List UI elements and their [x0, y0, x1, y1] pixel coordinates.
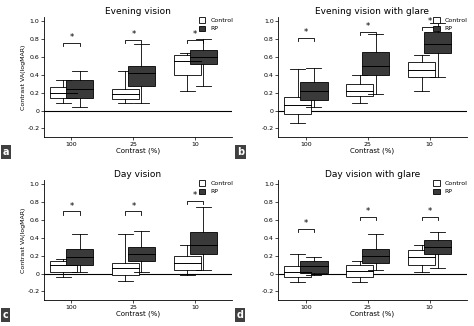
Bar [173, 55, 201, 75]
Bar [424, 240, 451, 254]
Text: *: * [304, 28, 308, 37]
Legend: Control, RP: Control, RP [433, 17, 467, 31]
Bar [66, 80, 93, 98]
Bar [362, 52, 390, 75]
Text: b: b [237, 147, 244, 157]
Text: *: * [428, 17, 432, 26]
Bar [173, 256, 201, 270]
Bar [190, 232, 217, 254]
Bar [362, 248, 390, 263]
Bar [50, 87, 77, 98]
Legend: Control, RP: Control, RP [199, 17, 233, 31]
Bar [408, 250, 435, 265]
Bar [66, 248, 93, 265]
Bar [112, 89, 139, 99]
Legend: Control, RP: Control, RP [433, 180, 467, 194]
Bar [300, 261, 328, 273]
Bar [284, 266, 311, 277]
Bar [190, 50, 217, 64]
X-axis label: Contrast (%): Contrast (%) [116, 311, 160, 318]
Text: *: * [304, 219, 308, 229]
Text: c: c [3, 310, 9, 320]
Text: *: * [193, 191, 198, 200]
Bar [50, 261, 77, 272]
Title: Evening vision with glare: Evening vision with glare [315, 7, 429, 16]
Text: *: * [69, 33, 73, 42]
X-axis label: Contrast (%): Contrast (%) [350, 311, 394, 318]
Text: *: * [365, 207, 370, 216]
Text: a: a [2, 147, 9, 157]
Title: Day vision with glare: Day vision with glare [325, 170, 420, 179]
Bar [284, 97, 311, 114]
Bar [408, 62, 435, 77]
Y-axis label: Contrast VA(logMAR): Contrast VA(logMAR) [21, 207, 26, 273]
X-axis label: Contrast (%): Contrast (%) [116, 148, 160, 155]
Bar [300, 82, 328, 100]
Text: d: d [237, 310, 244, 320]
Bar [112, 263, 139, 275]
Text: *: * [131, 201, 136, 211]
Text: *: * [428, 207, 432, 216]
Title: Day vision: Day vision [114, 170, 162, 179]
X-axis label: Contrast (%): Contrast (%) [350, 148, 394, 155]
Text: *: * [193, 30, 198, 38]
Title: Evening vision: Evening vision [105, 7, 171, 16]
Bar [128, 66, 155, 85]
Bar [128, 247, 155, 261]
Text: *: * [69, 201, 73, 211]
Bar [346, 84, 374, 96]
Legend: Control, RP: Control, RP [199, 180, 233, 194]
Text: *: * [131, 30, 136, 38]
Bar [424, 32, 451, 53]
Text: *: * [365, 22, 370, 32]
Y-axis label: Contrast VA(logMAR): Contrast VA(logMAR) [21, 44, 26, 110]
Bar [346, 265, 374, 277]
